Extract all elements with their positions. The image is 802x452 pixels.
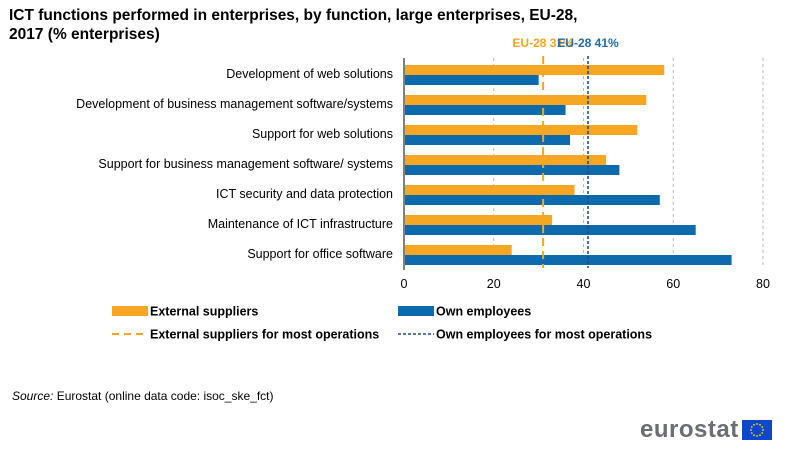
source-text: Eurostat (online data code: isoc_ske_fct… bbox=[56, 389, 274, 403]
eu-flag-field bbox=[741, 420, 772, 440]
bar-own-6 bbox=[405, 255, 732, 265]
x-tick-20: 20 bbox=[487, 277, 501, 291]
legend-own-label: Own employees bbox=[436, 305, 531, 319]
bar-own-5 bbox=[405, 225, 696, 235]
eu-flag-star bbox=[755, 435, 758, 437]
legend-external-swatch bbox=[112, 306, 148, 316]
bar-own-0 bbox=[405, 75, 539, 85]
ref-label-own: EU-28 41% bbox=[557, 36, 619, 50]
category-label-5: Maintenance of ICT infrastructure bbox=[208, 217, 393, 231]
reference-lines: EU-28 31%EU-28 41% bbox=[512, 36, 619, 268]
logo-text: eurostat bbox=[640, 416, 739, 443]
category-label-3: Support for business management software… bbox=[98, 157, 393, 171]
eu-flag-star bbox=[750, 426, 753, 428]
source-line: Source: Eurostat (online data code: isoc… bbox=[12, 389, 274, 403]
legend-ref-own-label: Own employees for most operations bbox=[436, 328, 652, 342]
bar-external-0 bbox=[405, 65, 665, 75]
bar-external-3 bbox=[405, 155, 606, 165]
bar-external-2 bbox=[405, 125, 638, 135]
legend-external-label: External suppliers bbox=[150, 305, 258, 319]
category-label-1: Development of business management softw… bbox=[76, 97, 393, 111]
x-tick-0: 0 bbox=[401, 277, 408, 291]
category-label-2: Support for web solutions bbox=[252, 127, 393, 141]
eu-flag-star bbox=[752, 423, 755, 426]
x-tick-60: 60 bbox=[666, 277, 680, 291]
category-label-6: Support for office software bbox=[247, 247, 393, 261]
eu-flag-star bbox=[755, 423, 758, 425]
bar-external-4 bbox=[405, 185, 575, 195]
eu-flag-star bbox=[752, 434, 755, 437]
eu-flag-star bbox=[750, 432, 753, 434]
x-axis-ticks: 0 20 40 60 80 bbox=[401, 277, 770, 291]
category-labels: Development of web solutions Development … bbox=[76, 67, 393, 261]
eu-flag-star bbox=[749, 429, 752, 431]
eu-flag-star bbox=[758, 423, 761, 426]
bar-external-6 bbox=[405, 245, 512, 255]
legend-own-swatch bbox=[398, 306, 434, 316]
eu-flag-star bbox=[760, 432, 763, 434]
chart-title: ICT functions performed in enterprises, … bbox=[9, 7, 578, 43]
category-label-4: ICT security and data protection bbox=[216, 187, 393, 201]
bar-own-3 bbox=[405, 165, 620, 175]
chart-area: EU-28 31%EU-28 41% Development of web so… bbox=[76, 36, 770, 342]
bar-own-4 bbox=[405, 195, 660, 205]
category-label-0: Development of web solutions bbox=[226, 67, 393, 81]
ref-label-external: EU-28 31% bbox=[512, 36, 574, 50]
eu-flag-star bbox=[760, 426, 763, 428]
bar-external-5 bbox=[405, 215, 553, 225]
eu-flag-icon bbox=[741, 420, 772, 440]
eu-flag-star bbox=[758, 434, 761, 437]
bars bbox=[405, 65, 732, 265]
legend: External suppliers Own employees External … bbox=[112, 305, 652, 342]
legend-ref-external-label: External suppliers for most operations bbox=[150, 328, 379, 342]
bar-own-1 bbox=[405, 105, 566, 115]
x-tick-80: 80 bbox=[756, 277, 770, 291]
source-label: Source: bbox=[12, 389, 54, 403]
x-tick-40: 40 bbox=[577, 277, 591, 291]
eurostat-logo: eurostat bbox=[640, 418, 772, 442]
eu-flag-star bbox=[761, 429, 764, 431]
bar-own-2 bbox=[405, 135, 571, 145]
bar-external-1 bbox=[405, 95, 647, 105]
